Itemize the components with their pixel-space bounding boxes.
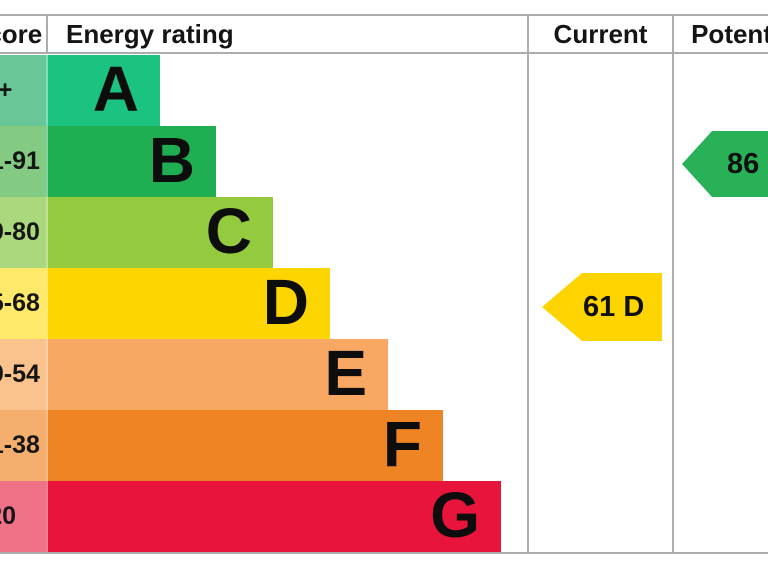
- band-bar-f: F: [46, 410, 443, 481]
- score-cell-b: 81-91: [0, 126, 46, 197]
- band-bar-d: D: [46, 268, 330, 339]
- band-letter-d: D: [262, 266, 309, 338]
- score-cell-a: 92+: [0, 55, 46, 126]
- score-range-label-a: 92+: [0, 76, 13, 104]
- score-cell-c: 69-80: [0, 197, 46, 268]
- band-letter-f: F: [382, 408, 422, 480]
- potential-rating-label: 86 B: [727, 147, 768, 180]
- column-header-score: Score: [0, 19, 43, 49]
- current-rating-label: 61 D: [583, 290, 645, 323]
- band-bar-b: B: [46, 126, 216, 197]
- score-range-label-f: 21-38: [0, 431, 40, 459]
- score-cell-d: 55-68: [0, 268, 46, 339]
- band-bar-g: G: [46, 481, 501, 552]
- band-letter-c: C: [205, 195, 252, 267]
- score-range-label-g: 1-20: [0, 502, 17, 530]
- band-letter-a: A: [92, 53, 139, 125]
- score-column-divider: [46, 14, 48, 54]
- band-bar-a: A: [46, 55, 160, 126]
- score-range-label-e: 39-54: [0, 360, 40, 388]
- score-cell-e: 39-54: [0, 339, 46, 410]
- band-row-b: 81-91 B: [0, 126, 768, 197]
- band-bar-c: C: [46, 197, 273, 268]
- table-top-border: [0, 14, 768, 16]
- table-bottom-border: [0, 552, 768, 554]
- band-row-d: 55-68 D: [0, 268, 768, 339]
- band-row-e: 39-54 E: [0, 339, 768, 410]
- header-underline: [0, 52, 768, 54]
- band-row-f: 21-38 F: [0, 410, 768, 481]
- score-range-label-d: 55-68: [0, 289, 40, 317]
- potential-column-divider: [672, 14, 674, 554]
- band-letter-e: E: [324, 337, 367, 409]
- band-letter-b: B: [148, 124, 195, 196]
- column-header-energy-rating: Energy rating: [66, 19, 234, 49]
- band-row-c: 69-80 C: [0, 197, 768, 268]
- band-row-g: 1-20 G: [0, 481, 768, 552]
- score-cell-f: 21-38: [0, 410, 46, 481]
- score-range-label-b: 81-91: [0, 147, 40, 175]
- current-column-divider: [527, 14, 529, 554]
- score-range-label-c: 69-80: [0, 218, 40, 246]
- column-header-potential: Potential: [691, 19, 768, 49]
- score-cell-g: 1-20: [0, 481, 46, 552]
- band-row-a: 92+ A: [0, 55, 768, 126]
- column-header-current: Current: [553, 19, 648, 49]
- band-bar-e: E: [46, 339, 388, 410]
- band-letter-g: G: [430, 479, 480, 551]
